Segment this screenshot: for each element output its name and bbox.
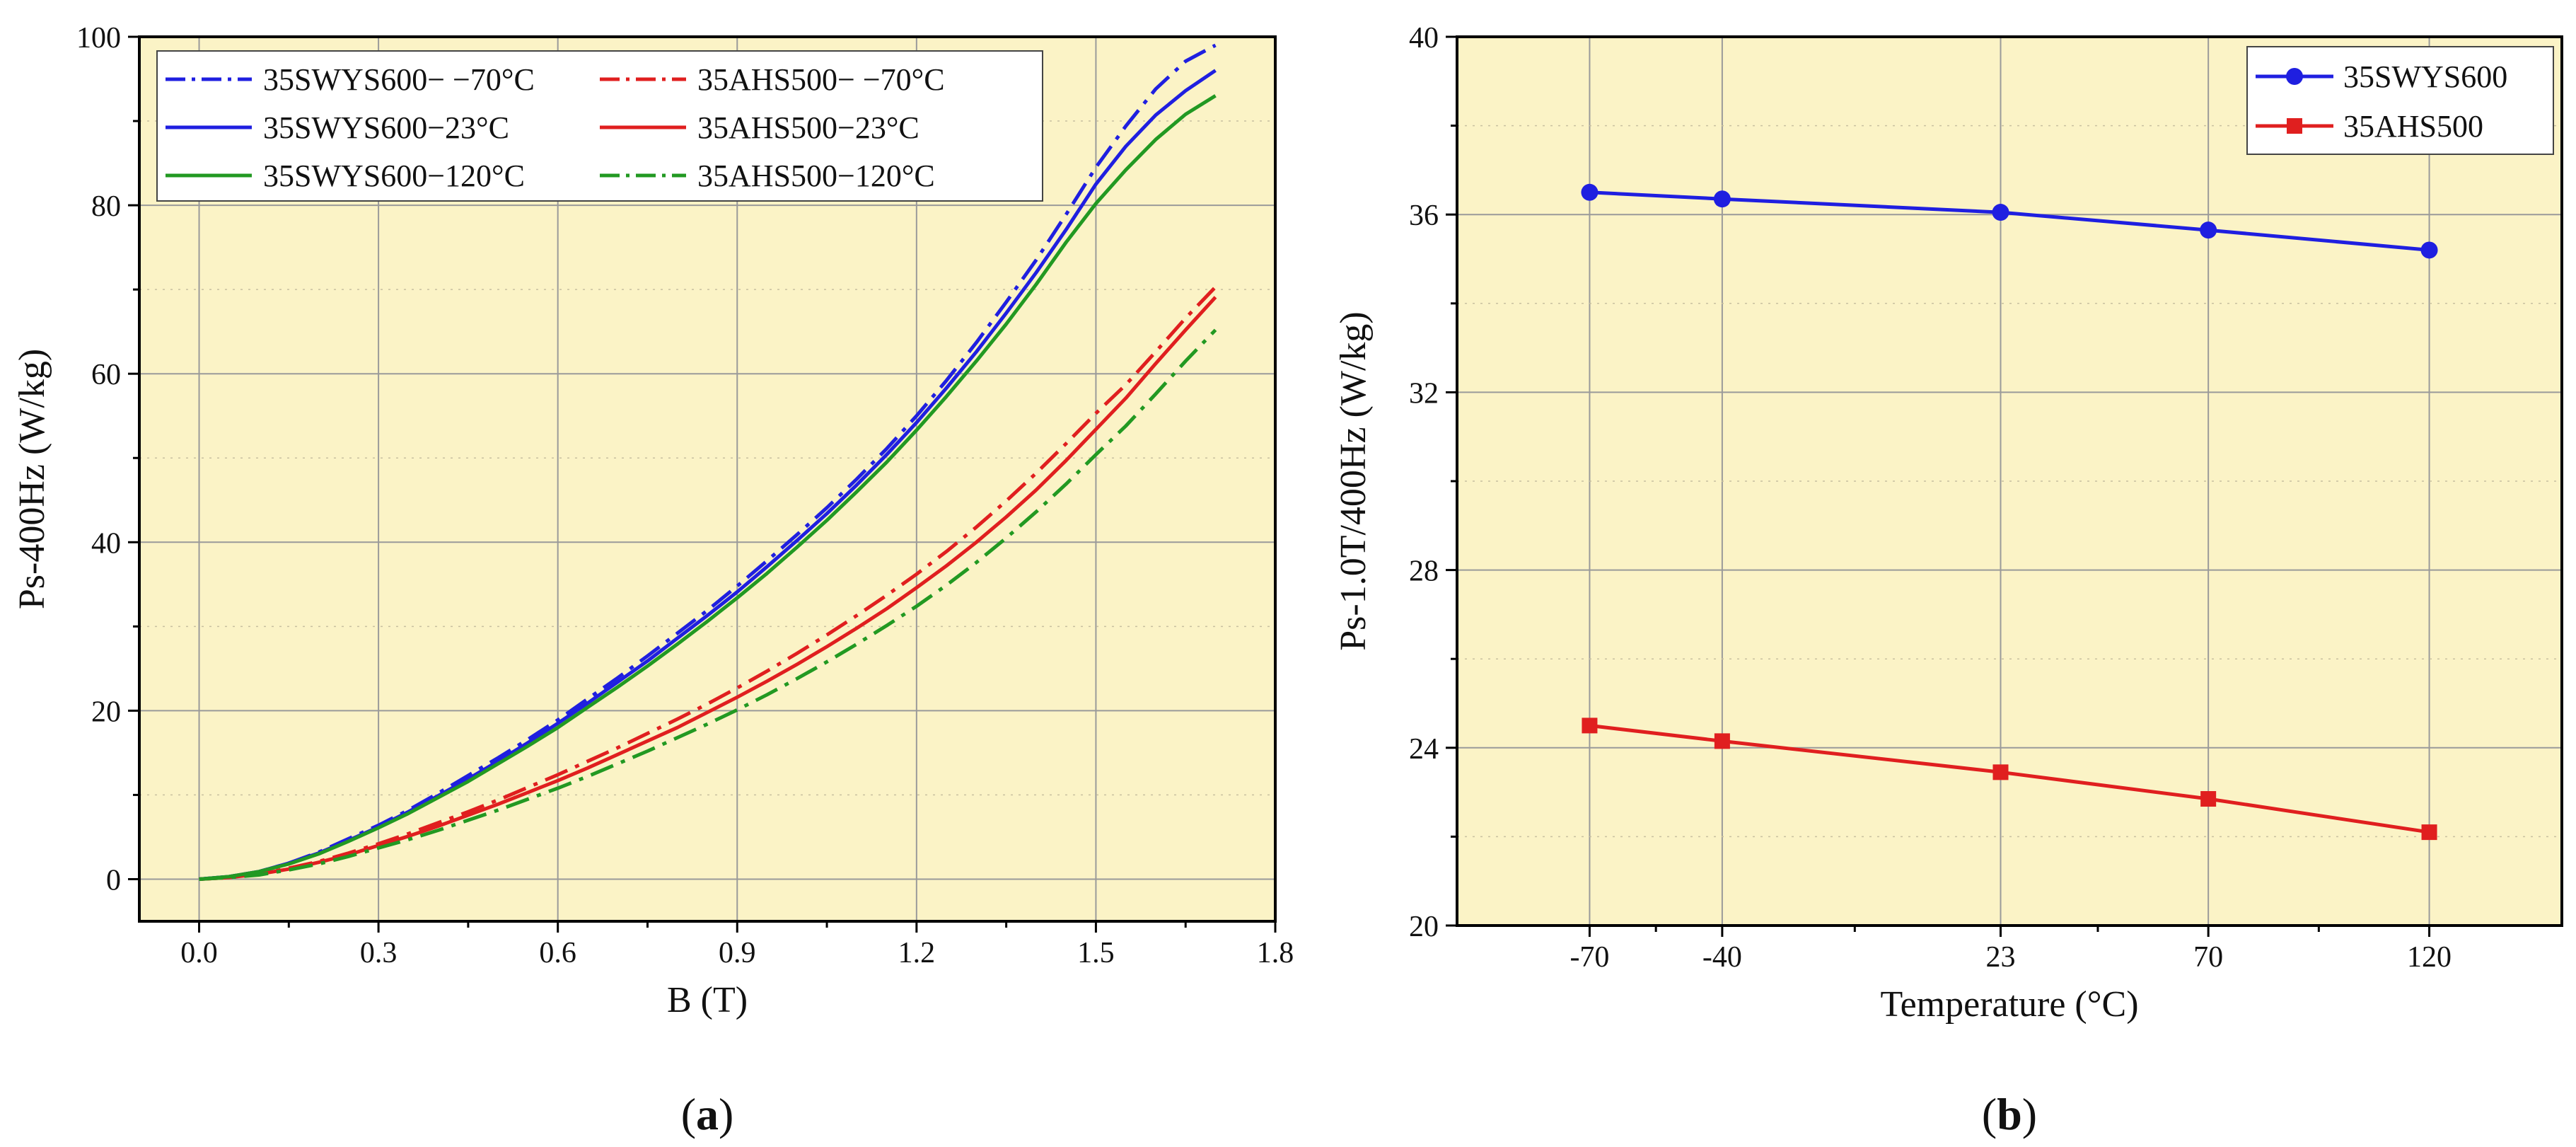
legend-label: 35SWYS600− −70°C (263, 62, 535, 97)
y-tick-label: 24 (1409, 733, 1439, 766)
legend-marker-0 (2286, 68, 2303, 85)
chart-panel-a: 0.0 0.3 0.6 0.9 1.2 1.5 1.8 0 20 40 60 80 100 B (T) Ps… (12, 22, 1294, 1139)
series-line-5 (199, 328, 1217, 881)
legend-label: 35AHS500− −70°C (697, 62, 945, 97)
y-tick-label: 36 (1409, 200, 1439, 232)
data-point-1 (1582, 717, 1598, 734)
legend-label: 35SWYS600−120°C (263, 158, 525, 193)
panel-label-letter: b (1997, 1089, 2022, 1139)
y-axis-label: Ps-400Hz (W/kg) (12, 349, 52, 609)
x-tick-label: 1.2 (898, 937, 936, 969)
legend-label: 35SWYS600−23°C (263, 110, 509, 145)
legend-box (2246, 46, 2554, 155)
data-point-1 (1992, 764, 2009, 780)
panel-label-letter: a (696, 1089, 719, 1139)
x-tick-label: 0.0 (180, 937, 218, 969)
y-tick-label: 20 (1409, 911, 1439, 943)
x-tick-label: 70 (2193, 941, 2223, 974)
series-line-4 (199, 94, 1217, 881)
data-point-1 (2421, 824, 2437, 841)
x-axis-label: Temperature (°C) (1880, 984, 2138, 1025)
x-tick-label: 0.6 (539, 937, 576, 969)
y-axis-label: Ps-1.0T/400Hz (W/kg) (1333, 311, 1374, 650)
x-tick-label: 120 (2407, 941, 2452, 974)
x-axis-label: B (T) (667, 980, 748, 1020)
x-tick-label: 1.8 (1257, 937, 1294, 969)
y-tick-label: 40 (91, 527, 121, 560)
x-tick-label: 23 (1986, 941, 2016, 974)
series-line-1 (199, 285, 1217, 881)
y-tick-label: 0 (106, 864, 121, 897)
y-tick-label: 40 (1409, 22, 1439, 54)
x-tick-label: 1.5 (1077, 937, 1115, 969)
y-tick-label: 20 (91, 696, 121, 728)
x-tick-label: 0.3 (360, 937, 398, 969)
panel-label: (b) (1982, 1089, 2037, 1139)
x-tick-label: -40 (1702, 941, 1742, 974)
legend-label: 35AHS500−23°C (697, 110, 919, 145)
data-point-1 (1714, 733, 1730, 749)
x-tick-label: -70 (1570, 941, 1609, 974)
y-tick-label: 28 (1409, 555, 1439, 588)
legend-marker-1 (2287, 118, 2302, 134)
y-tick-label: 60 (91, 359, 121, 391)
x-tick-label: 0.9 (719, 937, 756, 969)
data-point-0 (1581, 183, 1599, 201)
data-point-0 (1992, 204, 2009, 221)
y-tick-label: 32 (1409, 377, 1439, 410)
data-point-0 (2420, 241, 2438, 259)
plot-frame (138, 35, 1277, 923)
data-point-0 (1713, 190, 1731, 208)
y-tick-label: 100 (76, 22, 121, 54)
legend-label: 35SWYS600 (2343, 59, 2507, 94)
data-point-0 (2200, 221, 2217, 239)
data-point-1 (2200, 791, 2217, 807)
chart-panel-b: -70 -40 23 70 120 20 24 28 32 36 40 Temperature (°C… (1333, 22, 2563, 1139)
y-tick-label: 80 (91, 190, 121, 223)
panel-label: (a) (681, 1089, 734, 1139)
legend-label: 35AHS500 (2343, 109, 2483, 144)
series-line-3 (199, 296, 1217, 881)
legend-label: 35AHS500−120°C (697, 158, 935, 193)
